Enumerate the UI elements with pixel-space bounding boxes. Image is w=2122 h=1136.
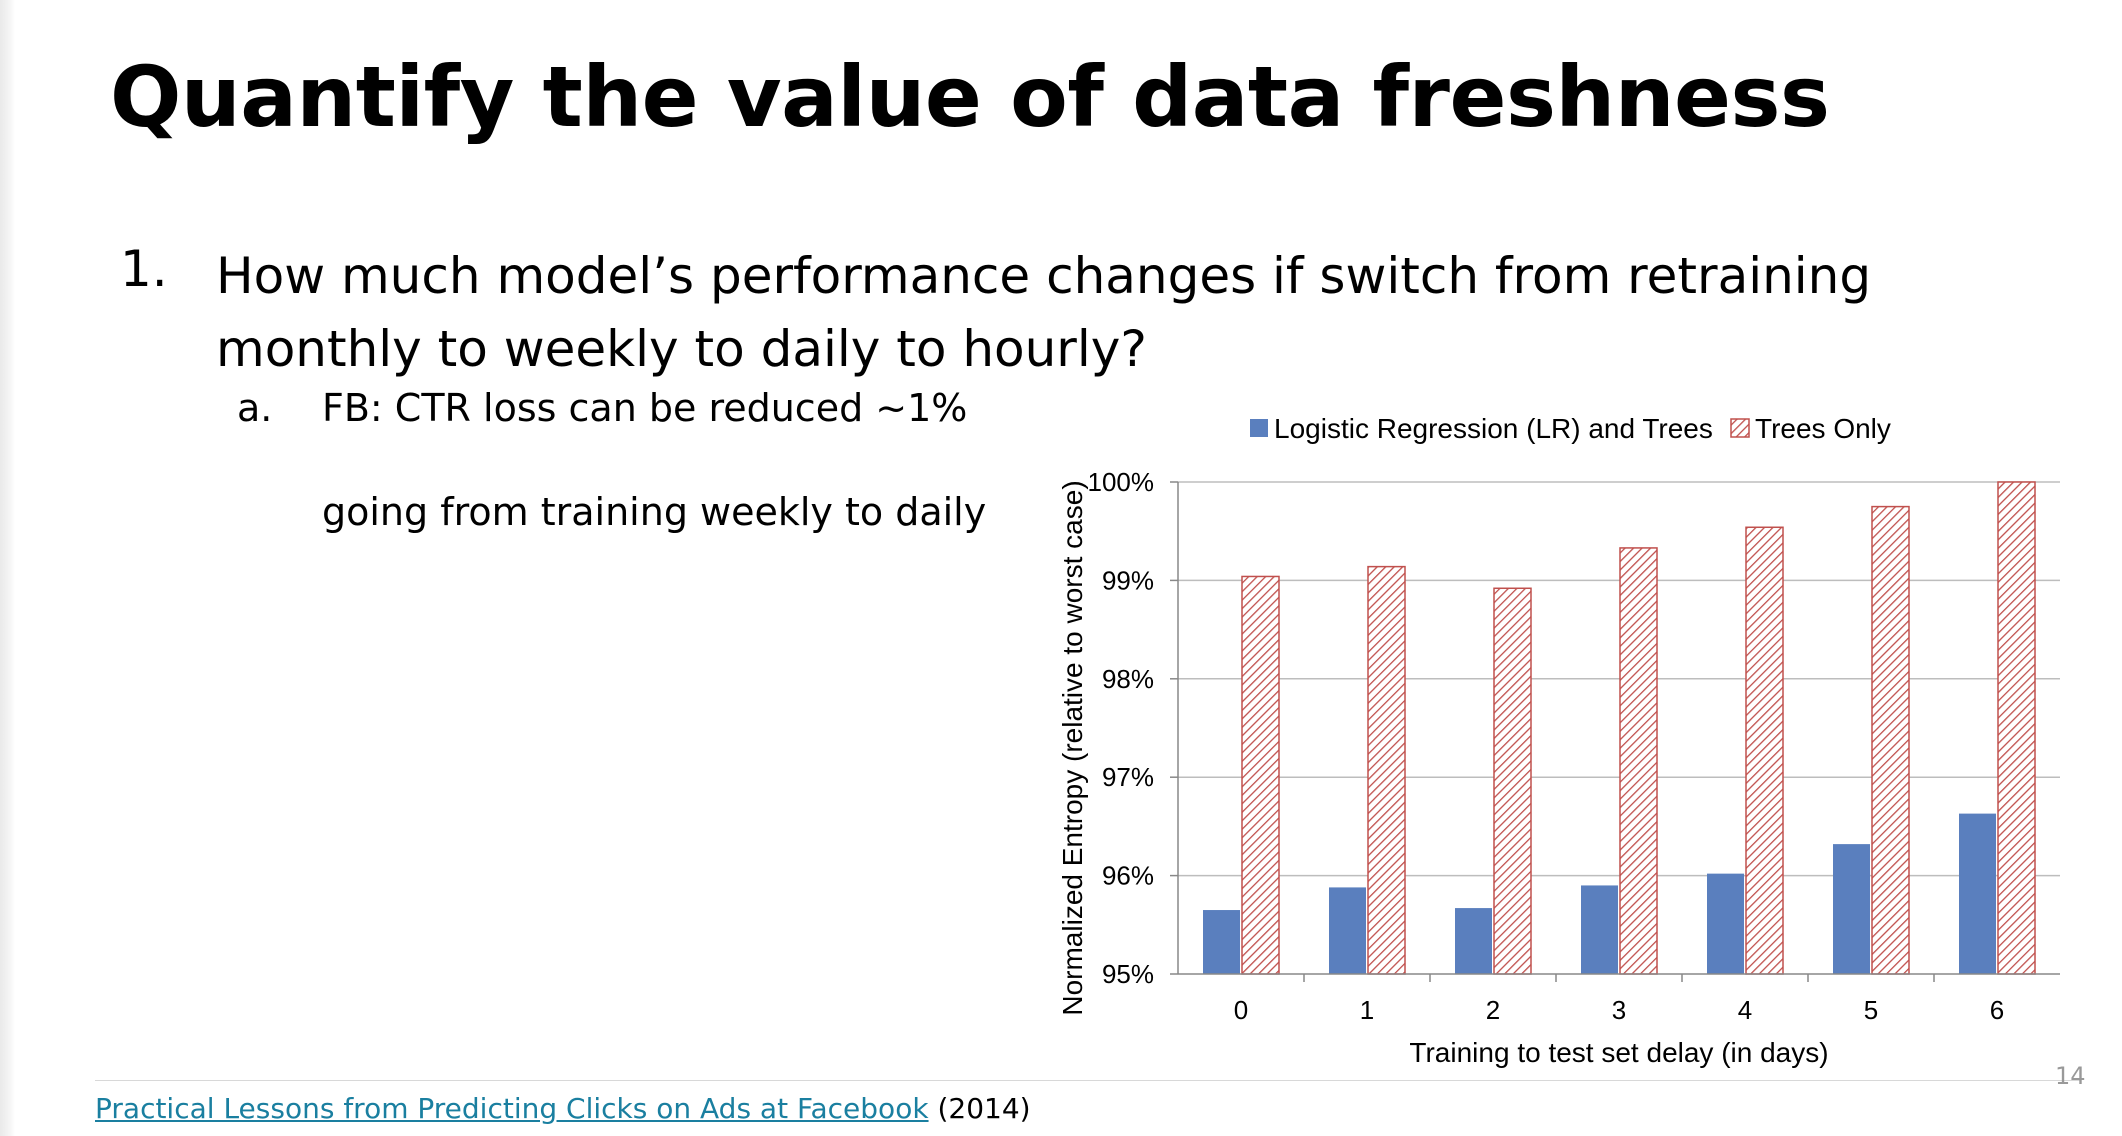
y-tick-label: 98% — [1102, 664, 1154, 694]
footer-citation: Practical Lessons from Predicting Clicks… — [95, 1092, 1031, 1125]
footer-divider — [95, 1080, 2080, 1081]
bar-trees-only — [1871, 505, 1910, 975]
x-tick-label: 6 — [1990, 995, 2004, 1025]
bar-trees-only — [1493, 587, 1532, 975]
bar-trees-only — [1241, 575, 1280, 975]
x-tick-label: 3 — [1612, 995, 1626, 1025]
legend-swatch-lr-and-trees — [1250, 419, 1268, 437]
y-tick-label: 100% — [1088, 467, 1155, 497]
legend-label-lr-and-trees: Logistic Regression (LR) and Trees — [1274, 413, 1713, 444]
paper-year: (2014) — [937, 1092, 1031, 1125]
page-number: 14 — [2055, 1062, 2086, 1090]
x-axis-title: Training to test set delay (in days) — [1409, 1037, 1828, 1068]
x-tick-label: 0 — [1234, 995, 1248, 1025]
bar-lr-and-trees — [1455, 908, 1492, 974]
legend-label-trees-only: Trees Only — [1755, 413, 1891, 444]
y-axis-title: Normalized Entropy (relative to worst ca… — [1057, 480, 1088, 1015]
y-tick-label: 97% — [1102, 762, 1154, 792]
legend-swatch-trees-only — [1730, 418, 1750, 438]
slide-left-edge — [0, 0, 15, 1136]
sub-bullet-a-line-1: FB: CTR loss can be reduced ~1% — [322, 386, 968, 430]
slide-title: Quantify the value of data freshness — [110, 48, 1830, 146]
y-tick-label: 99% — [1102, 565, 1154, 595]
bullet-1-text: How much model’s performance changes if … — [216, 247, 1872, 378]
sub-bullet-a-line-2: going from training weekly to daily — [322, 490, 987, 534]
chart-bars — [1203, 481, 2036, 975]
bar-trees-only — [1619, 547, 1658, 975]
bar-trees-only — [1745, 526, 1784, 975]
x-tick-label: 5 — [1864, 995, 1878, 1025]
chart-axes: 95% 96% 97% 98% 99% 100% 0 1 2 3 4 5 6 Training to te… — [1057, 467, 2060, 1068]
sub-bullet-a-letter: a. — [237, 386, 273, 430]
x-tick-label: 1 — [1360, 995, 1374, 1025]
bullet-1-number: 1. — [120, 240, 168, 298]
bar-lr-and-trees — [1329, 887, 1366, 974]
chart-legend: Logistic Regression (LR) and Trees Trees … — [1250, 413, 1891, 444]
bar-lr-and-trees — [1959, 813, 1996, 974]
bar-trees-only — [1997, 481, 2036, 975]
bar-lr-and-trees — [1833, 844, 1870, 974]
bar-lr-and-trees — [1203, 910, 1240, 974]
bar-trees-only — [1367, 565, 1406, 975]
paper-link[interactable]: Practical Lessons from Predicting Clicks… — [95, 1092, 929, 1125]
y-tick-label: 96% — [1102, 861, 1154, 891]
y-tick-label: 95% — [1102, 959, 1154, 989]
chart-gridlines — [1178, 481, 2060, 877]
x-tick-label: 2 — [1486, 995, 1500, 1025]
x-tick-label: 4 — [1738, 995, 1752, 1025]
bar-lr-and-trees — [1707, 873, 1744, 974]
bar-lr-and-trees — [1581, 885, 1618, 974]
